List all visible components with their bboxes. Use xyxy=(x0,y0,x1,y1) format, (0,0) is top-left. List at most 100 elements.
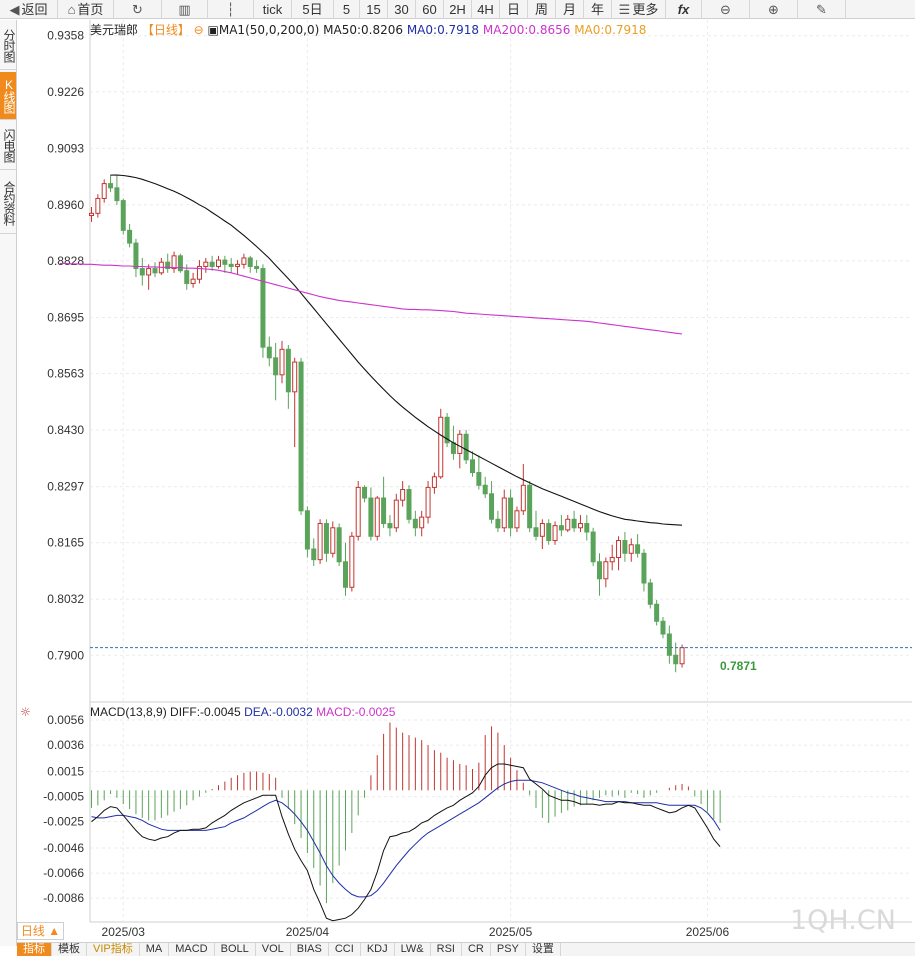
formula-button[interactable]: fx xyxy=(666,0,702,19)
ind-tab-rsi[interactable]: RSI xyxy=(431,943,462,956)
more-label: 更多 xyxy=(632,1,659,17)
month-button[interactable]: 月 xyxy=(556,0,584,19)
dea-line xyxy=(91,779,721,898)
candle-body-down xyxy=(177,255,183,272)
candle-body-down xyxy=(304,510,310,550)
candle-body-down xyxy=(247,257,253,267)
ind-tab-template[interactable]: 模板 xyxy=(52,943,87,956)
legend-ma0a: MA0:0.7918 xyxy=(407,23,483,37)
candle-body-down xyxy=(285,348,291,393)
p2h-button[interactable]: 2H xyxy=(444,0,472,19)
5day-button[interactable]: 5日 xyxy=(292,0,334,19)
draw-button[interactable]: ✎ xyxy=(798,0,846,19)
macd-y-tick-label: 0.0056 xyxy=(47,713,84,727)
x-tick-label: 2025/06 xyxy=(686,925,730,939)
indicator-tab-bar: 指标 模板 VIP指标 MA MACD BOLL VOL BIAS CCI KDJ LW& RSI CR… xyxy=(17,942,915,956)
candle-body-down xyxy=(362,486,368,499)
ind-tab-bias[interactable]: BIAS xyxy=(291,943,329,956)
p5-button[interactable]: 5 xyxy=(334,0,360,19)
ind-tab-ma[interactable]: MA xyxy=(140,943,170,956)
candle-body-down xyxy=(641,552,647,584)
side-tabs: 分时图 K线图闪电图合约资料 xyxy=(0,20,17,946)
legend-symbol: 美元瑞郎 xyxy=(90,23,142,37)
macd-legend-title: MACD(13,8,9) xyxy=(90,705,170,719)
p60-label: 60 xyxy=(422,1,437,17)
ind-tab-vol[interactable]: VOL xyxy=(256,943,291,956)
candle-body-down xyxy=(476,472,482,486)
ind-tab-vip[interactable]: VIP指标 xyxy=(87,943,140,956)
zoom-in-button[interactable]: ⊕ xyxy=(750,0,798,19)
ind-tab-kdj[interactable]: KDJ xyxy=(361,943,395,956)
legend-ma0b: MA0:0.7918 xyxy=(574,23,646,37)
candle-body-up xyxy=(539,523,545,537)
ind-tab-settings[interactable]: 设置 xyxy=(526,943,561,956)
candle-body-down xyxy=(482,484,488,495)
candle-body-up xyxy=(196,265,202,280)
candle-body-up xyxy=(190,278,196,284)
more-button[interactable]: ☰ 更多 xyxy=(612,0,666,19)
tab-timeshare[interactable]: 分时图 xyxy=(0,22,16,70)
legend-period: 【日线】 xyxy=(142,23,190,37)
period-selector-button[interactable]: 日线 ▲ xyxy=(17,922,64,940)
ind-tab-macd[interactable]: MACD xyxy=(169,943,215,956)
candle-body-down xyxy=(368,497,374,537)
y-tick-label: 0.9226 xyxy=(47,85,84,99)
macd-y-tick-label: -0.0025 xyxy=(43,815,84,829)
y-tick-label: 0.7900 xyxy=(47,648,84,662)
candle-body-up xyxy=(565,518,571,531)
ind-tab-lwr[interactable]: LW& xyxy=(395,943,431,956)
y-tick-label: 0.8960 xyxy=(47,198,84,212)
candle-style-button[interactable]: ┆ xyxy=(208,0,254,19)
week-button[interactable]: 周 xyxy=(528,0,556,19)
x-tick-label: 2025/05 xyxy=(489,925,533,939)
candle-body-up xyxy=(393,499,399,529)
macd-legend: MACD(13,8,9) DIFF:-0.0045 DEA:-0.0032 MA… xyxy=(90,705,396,719)
p15-button[interactable]: 15 xyxy=(360,0,388,19)
p30-label: 30 xyxy=(394,1,409,17)
refresh-button[interactable]: ↻ xyxy=(114,0,162,19)
ind-tab-psy[interactable]: PSY xyxy=(491,943,526,956)
p4h-label: 4H xyxy=(477,1,494,17)
tab-flash[interactable]: 闪电图 xyxy=(0,122,16,170)
ind-tab-indicator[interactable]: 指标 xyxy=(17,943,52,956)
year-button[interactable]: 年 xyxy=(584,0,612,19)
candle-body-up xyxy=(95,197,101,214)
candle-body-down xyxy=(298,361,304,512)
ind-tab-boll[interactable]: BOLL xyxy=(215,943,256,956)
legend-ma-group: ▣MA1(50,0,200,0) xyxy=(208,23,324,37)
candle-body-down xyxy=(120,200,126,231)
candle-body-up xyxy=(400,489,406,501)
candle-body-up xyxy=(216,259,221,267)
macd-settings-icon: ☼ xyxy=(20,705,31,719)
candle-body-down xyxy=(533,527,539,537)
candle-body-up xyxy=(552,525,558,542)
p60-button[interactable]: 60 xyxy=(416,0,444,19)
kline-type-button[interactable]: ▥ xyxy=(162,0,208,19)
candle-body-down xyxy=(597,561,602,580)
candle-body-down xyxy=(127,229,133,244)
candle-body-down xyxy=(184,270,190,284)
candle-body-down xyxy=(260,268,266,348)
zoom-out-button[interactable]: ⊖ xyxy=(702,0,750,19)
tab-contract[interactable]: 合约资料 xyxy=(0,172,16,234)
back-button[interactable]: ◀ 返回 xyxy=(0,0,58,19)
candle-body-up xyxy=(171,255,177,270)
macd-y-tick-label: -0.0005 xyxy=(43,790,84,804)
tab-kline[interactable]: K线图 xyxy=(0,72,16,120)
candle-body-down xyxy=(406,489,412,520)
back-label: 返回 xyxy=(21,1,48,17)
ma50-line xyxy=(110,174,683,526)
p30-button[interactable]: 30 xyxy=(388,0,416,19)
candle-body-up xyxy=(241,257,247,265)
ma200-line xyxy=(59,262,683,335)
home-button[interactable]: ⌂ 首页 xyxy=(58,0,114,19)
candle-body-down xyxy=(165,261,171,270)
ind-tab-cr[interactable]: CR xyxy=(462,943,491,956)
p4h-button[interactable]: 4H xyxy=(472,0,500,19)
day-button[interactable]: 日 xyxy=(500,0,528,19)
tick-button[interactable]: tick xyxy=(254,0,292,19)
ind-tab-cci[interactable]: CCI xyxy=(329,943,361,956)
candle-body-down xyxy=(558,525,564,531)
candle-body-up xyxy=(419,516,425,529)
